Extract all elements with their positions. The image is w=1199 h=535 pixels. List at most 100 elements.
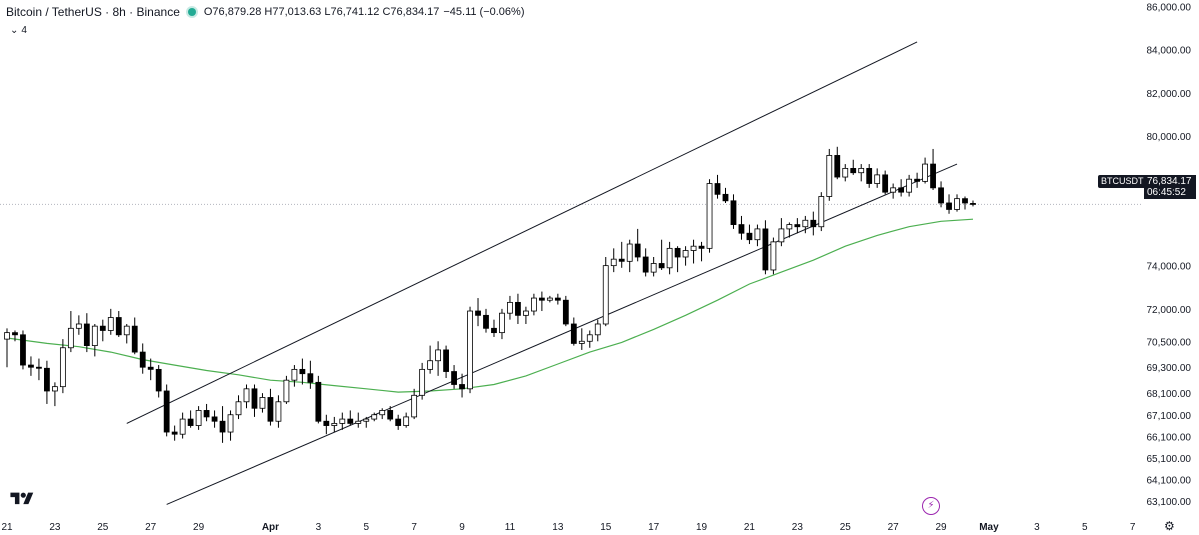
candle-body bbox=[602, 265, 609, 325]
candle-body bbox=[267, 397, 274, 422]
candle-body bbox=[954, 198, 960, 210]
candle-body bbox=[906, 178, 913, 193]
candle bbox=[842, 164, 849, 182]
y-tick-label: 86,000.00 bbox=[1147, 2, 1192, 13]
candle-body bbox=[898, 187, 905, 193]
tradingview-logo-icon[interactable] bbox=[8, 490, 36, 508]
candle-body bbox=[850, 167, 857, 174]
candle bbox=[267, 388, 274, 426]
gear-icon[interactable]: ⚙ bbox=[1164, 519, 1175, 533]
price-axis[interactable]: 63,100.00 64,100.00 65,100.00 66,100.00 67,1… bbox=[1147, 2, 1192, 508]
trend-channel[interactable] bbox=[126, 41, 958, 505]
candle-body bbox=[922, 163, 928, 182]
candle bbox=[387, 406, 394, 422]
candle-body bbox=[44, 367, 50, 392]
candle bbox=[770, 237, 777, 275]
candle-body bbox=[75, 323, 82, 329]
candle bbox=[666, 241, 673, 275]
candle bbox=[451, 365, 457, 389]
candle bbox=[946, 194, 952, 214]
candle-body bbox=[363, 418, 370, 422]
candle bbox=[898, 179, 905, 197]
candle-body bbox=[874, 174, 881, 184]
candle-body bbox=[195, 410, 202, 426]
candle bbox=[922, 157, 928, 184]
indicators-toggle-button[interactable]: ⌄ 4 bbox=[6, 22, 31, 38]
candle bbox=[243, 384, 250, 409]
candle-body bbox=[531, 297, 537, 312]
candle-body bbox=[339, 418, 346, 424]
candles bbox=[4, 146, 976, 443]
lightning-icon[interactable]: ⚡ bbox=[922, 497, 940, 515]
candle bbox=[682, 246, 689, 266]
candle bbox=[754, 224, 761, 247]
x-tick-label: 25 bbox=[97, 522, 109, 533]
candle-body bbox=[355, 420, 362, 424]
candle bbox=[283, 375, 290, 404]
candle bbox=[634, 228, 641, 262]
x-tick-label: 5 bbox=[363, 522, 369, 533]
candle bbox=[778, 218, 785, 247]
candle bbox=[363, 416, 370, 428]
candle bbox=[259, 393, 266, 413]
x-tick-label: 23 bbox=[792, 522, 804, 533]
candle bbox=[562, 295, 569, 327]
candle-body bbox=[578, 340, 585, 344]
candle-body bbox=[187, 418, 194, 426]
candle bbox=[195, 406, 202, 430]
last-price-label: 76,834.17 06:45:52 bbox=[1144, 175, 1196, 199]
candle-body bbox=[722, 193, 729, 202]
candle-body bbox=[275, 401, 282, 422]
candle-body bbox=[307, 373, 314, 383]
price-change: −45.11 (−0.06%) bbox=[443, 6, 525, 18]
candle-body bbox=[371, 414, 378, 420]
symbol-title[interactable]: Bitcoin / TetherUS · 8h · Binance bbox=[6, 5, 180, 19]
channel-upper-line bbox=[126, 41, 918, 424]
x-tick-label: 3 bbox=[1034, 522, 1040, 533]
candle-body bbox=[666, 247, 673, 269]
ohlc-values: O76,879.28 H77,013.63 L76,741.12 C76,834… bbox=[203, 6, 440, 18]
candle-body bbox=[291, 368, 298, 381]
candle-body bbox=[419, 368, 426, 396]
candle bbox=[203, 403, 210, 422]
candle bbox=[746, 224, 753, 245]
candle bbox=[618, 241, 625, 268]
chart-legend: Bitcoin / TetherUS · 8h · Binance O76,87… bbox=[6, 4, 525, 20]
x-tick-label: 3 bbox=[316, 522, 322, 533]
candle bbox=[331, 416, 338, 433]
candle-body bbox=[962, 198, 968, 204]
x-tick-label: 25 bbox=[840, 522, 852, 533]
candle-body bbox=[730, 200, 737, 225]
candle-body bbox=[706, 183, 713, 249]
candle bbox=[179, 412, 186, 439]
candle-body bbox=[139, 351, 146, 368]
candle-body bbox=[794, 224, 801, 228]
candle-body bbox=[387, 410, 394, 420]
candle bbox=[930, 148, 936, 191]
candle-body bbox=[251, 388, 258, 409]
time-axis[interactable]: 21 23 25 27 29 Apr 3 5 7 9 11 13 15 17 19 21 23 25 27 29 May… bbox=[1, 522, 1135, 533]
candle bbox=[594, 319, 601, 342]
candle-body bbox=[491, 327, 497, 334]
candle-body bbox=[658, 263, 665, 269]
candle bbox=[650, 257, 657, 277]
candle-body bbox=[323, 420, 330, 426]
candle-body bbox=[107, 317, 114, 331]
candle bbox=[427, 345, 434, 374]
x-tick-label: May bbox=[979, 522, 999, 533]
candle bbox=[818, 192, 825, 232]
candle bbox=[411, 388, 418, 420]
x-tick-label: 15 bbox=[600, 522, 612, 533]
candle bbox=[275, 395, 282, 428]
x-tick-label: 17 bbox=[648, 522, 660, 533]
candle-body bbox=[315, 381, 322, 422]
candle bbox=[123, 323, 130, 344]
candle bbox=[626, 239, 633, 273]
candle-body bbox=[618, 258, 625, 262]
candle bbox=[802, 215, 809, 234]
candle-body bbox=[610, 258, 617, 267]
candle-body bbox=[123, 325, 130, 336]
candle-body bbox=[347, 418, 354, 424]
candle-body bbox=[818, 196, 825, 228]
